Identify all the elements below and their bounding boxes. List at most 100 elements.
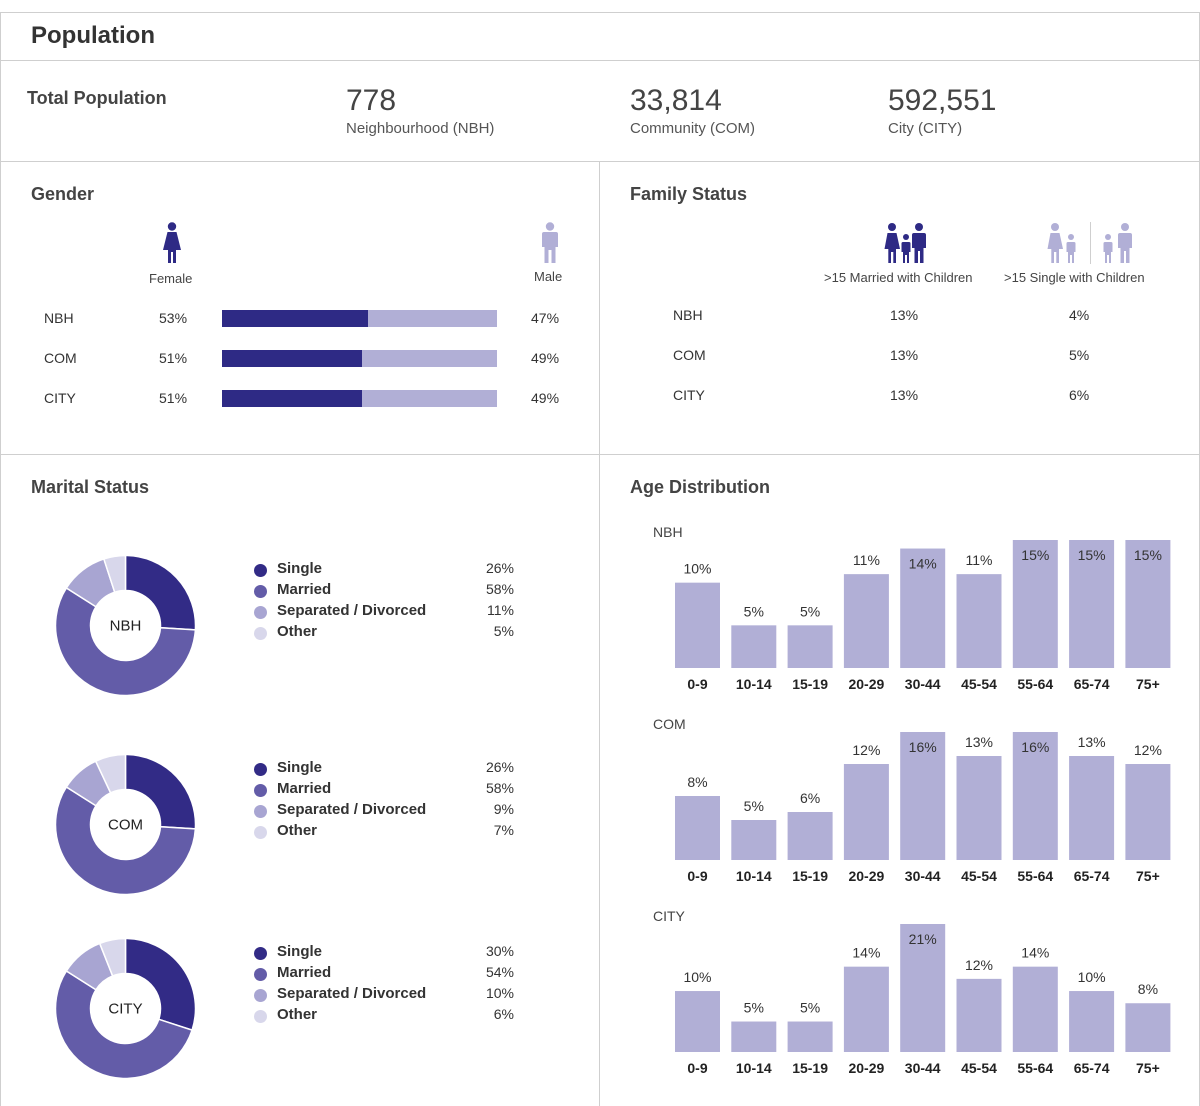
category-label: 20-29 [848,868,884,884]
female-bar-segment [222,390,362,407]
married-with-children-header: >15 Married with Children [824,270,973,285]
family-row-label: CITY [673,387,705,403]
city-total-value: 592,551 [888,84,997,117]
legend-dot [254,606,267,619]
divider [0,60,1200,61]
category-label: 0-9 [687,676,707,692]
gender-bar [222,350,497,367]
legend-dot [254,989,267,1002]
bar-value-label: 13% [1078,734,1106,750]
category-label: 65-74 [1074,676,1110,692]
legend-value: 30% [485,943,514,959]
category-label: 55-64 [1017,676,1053,692]
legend-label: Separated / Divorced [277,602,427,619]
age-bar [1125,764,1171,860]
age-bar [1069,540,1115,668]
gender-row-label: NBH [44,310,74,326]
category-label: 0-9 [687,1060,707,1076]
male-label: Male [534,269,563,284]
legend-value: 26% [485,560,514,576]
age-bar [843,764,889,860]
legend-dot [254,826,267,839]
marital-donut-city: CITY [55,938,196,1079]
age-chart-com: COM 8% 0-9 5% 10-14 6% 15-19 12% 20-29 16% 30-44 13… [653,716,1171,884]
legend-dot [254,627,267,640]
category-label: 10-14 [736,1060,772,1076]
nbh-total-label: Neighbourhood (NBH) [346,120,495,137]
legend-label: Other [277,1006,318,1023]
family-row-label: NBH [673,307,703,323]
age-bar [1125,1003,1171,1052]
donut-slice [55,785,196,895]
legend-dot [254,763,267,776]
female-bar-segment [222,310,368,327]
legend-label: Married [277,581,332,598]
female-percent: 53% [159,310,188,326]
age-bar [731,820,777,860]
marital-donut-com: COM [55,754,196,895]
category-label: 0-9 [687,868,707,884]
female-percent: 51% [159,390,188,406]
bar-value-label: 16% [909,739,937,755]
age-bar [843,574,889,668]
chart-title: NBH [653,524,683,540]
age-bar [1012,732,1058,860]
single-percent: 6% [1069,387,1090,403]
bar-value-label: 13% [965,734,993,750]
age-bar [675,991,720,1052]
legend-dot [254,564,267,577]
category-label: 15-19 [792,1060,828,1076]
category-label: 30-44 [905,676,941,692]
bar-value-label: 12% [852,742,880,758]
donut-slice [102,555,127,594]
bar-value-label: 5% [800,1000,820,1016]
legend-item-married: Married 58% [254,581,514,602]
age-bar [1012,966,1058,1052]
bar-value-label: 21% [909,931,937,947]
donut-center-label: CITY [108,1001,142,1018]
donut-slice [124,938,196,1032]
chart-title: COM [653,716,686,732]
age-bar [956,574,1002,668]
legend-item-single: Single 26% [254,560,514,581]
male-bar-segment [362,390,497,407]
category-label: 45-54 [961,676,997,692]
category-label: 20-29 [848,1060,884,1076]
legend-item-separated: Separated / Divorced 9% [254,801,514,822]
category-label: 75+ [1136,1060,1160,1076]
donut-slice [55,969,194,1079]
legend-label: Single [277,560,323,577]
legend-item-single: Single 30% [254,943,514,964]
donut-slice [55,586,196,696]
family-row-label: COM [673,347,706,363]
category-label: 15-19 [792,676,828,692]
bar-value-label: 10% [683,561,711,577]
age-chart-city: CITY 10% 0-9 5% 10-14 5% 15-19 14% 20-29 21% 30-44… [653,908,1171,1076]
gender-bar [222,390,497,407]
bar-value-label: 11% [966,552,993,568]
legend-item-separated: Separated / Divorced 10% [254,985,514,1006]
bar-value-label: 15% [1078,547,1106,563]
bar-value-label: 12% [965,957,993,973]
marital-legend-city: Single 30% Married 54% Separated / Divorce… [254,943,514,1027]
legend-item-other: Other 6% [254,1006,514,1027]
legend-value: 10% [485,985,514,1001]
male-bar-segment [362,350,497,367]
legend-dot [254,1010,267,1023]
bar-value-label: 14% [909,556,937,572]
age-bar [900,924,946,1052]
married-family-icon [884,223,926,263]
category-label: 45-54 [961,1060,997,1076]
chart-title: CITY [653,908,686,924]
age-bar [900,548,946,668]
page-title: Population [31,22,155,49]
married-percent: 13% [890,387,919,403]
age-bar [787,812,833,860]
total-population-label: Total Population [27,88,167,108]
bar-value-label: 14% [852,945,880,961]
male-bar-segment [368,310,497,327]
age-bar [1069,756,1115,860]
legend-value: 26% [485,759,514,775]
category-label: 55-64 [1017,868,1053,884]
com-total-label: Community (COM) [630,120,756,137]
